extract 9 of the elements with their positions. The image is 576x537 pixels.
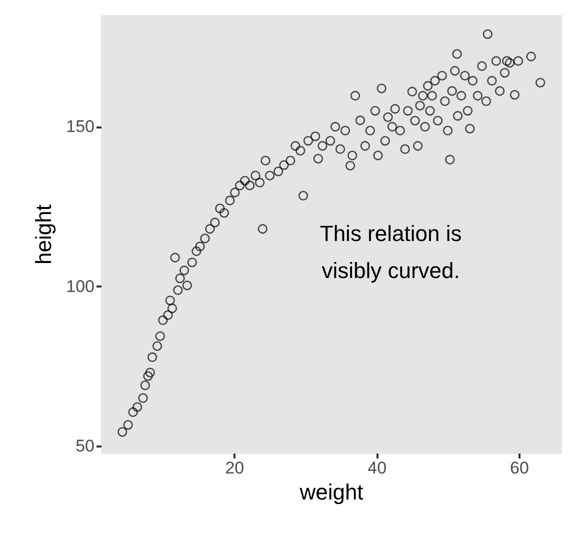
y-tick-label: 50: [76, 436, 94, 456]
x-axis-title: weight: [298, 480, 364, 504]
x-tick-label: 20: [225, 458, 244, 478]
y-tick-label: 100: [66, 276, 94, 296]
x-tick-label: 60: [510, 458, 529, 478]
annotation: This relation is visibly curved.: [320, 221, 462, 283]
y-axis-title: height: [31, 204, 56, 264]
x-tick-label: 40: [368, 458, 387, 478]
y-tick-label: 150: [66, 117, 94, 136]
